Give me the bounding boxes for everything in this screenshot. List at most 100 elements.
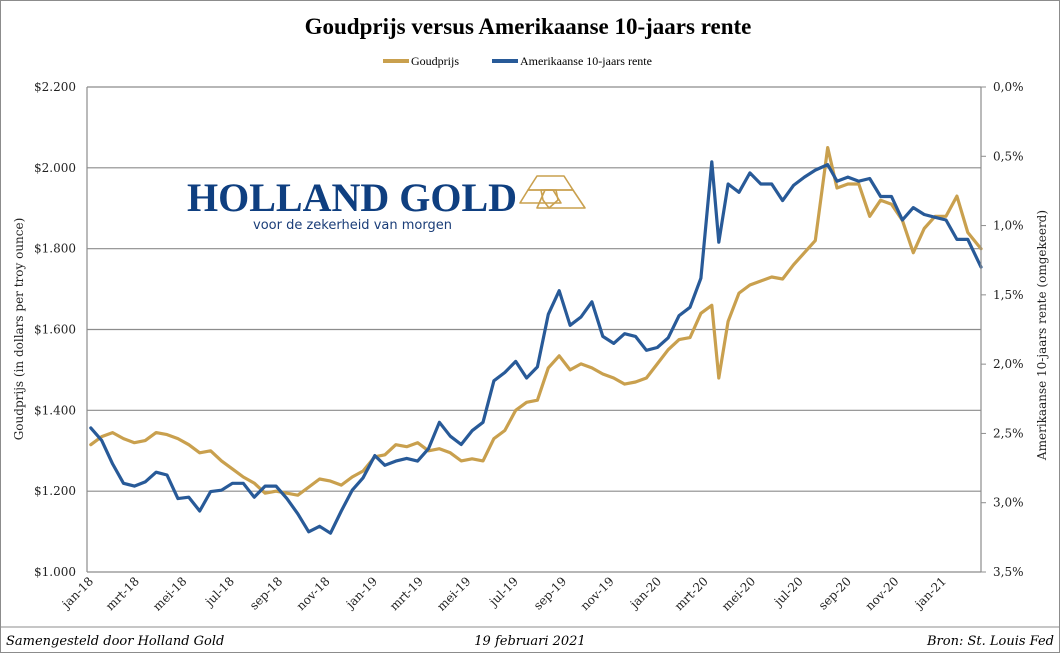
data-point-rente bbox=[297, 513, 299, 515]
data-point-rente bbox=[879, 195, 882, 198]
data-point-rente bbox=[738, 191, 740, 194]
data-point-rente bbox=[427, 447, 430, 450]
data-point-rente bbox=[514, 360, 517, 363]
x-tick-label: jul-20 bbox=[770, 574, 806, 610]
data-point-rente bbox=[525, 377, 528, 379]
data-point-goudprijs bbox=[781, 278, 784, 280]
data-point-rente bbox=[569, 324, 571, 327]
axes bbox=[86, 87, 982, 572]
data-point-rente bbox=[901, 219, 904, 221]
data-point-goudprijs bbox=[198, 452, 201, 454]
data-point-rente bbox=[689, 306, 691, 309]
left-tick-label: $1.800 bbox=[34, 242, 76, 256]
data-point-rente bbox=[580, 316, 582, 318]
data-point-goudprijs bbox=[177, 437, 179, 440]
data-point-rente bbox=[558, 289, 560, 292]
data-point-goudprijs bbox=[416, 441, 419, 444]
data-point-rente bbox=[351, 489, 354, 492]
data-point-goudprijs bbox=[231, 468, 234, 470]
right-tick-label: 2,5% bbox=[993, 426, 1024, 440]
logo-text: HOLLAND GOLD bbox=[187, 175, 517, 220]
data-point-rente bbox=[329, 532, 332, 534]
data-point-rente bbox=[858, 180, 860, 182]
data-point-rente bbox=[90, 427, 92, 429]
data-point-rente bbox=[504, 371, 506, 374]
left-axis-label: Goudprijs (in dollars per troy ounce) bbox=[12, 218, 26, 441]
data-point-goudprijs bbox=[826, 146, 829, 149]
x-tick-label: jan-19 bbox=[342, 574, 380, 612]
data-point-rente bbox=[547, 313, 550, 316]
data-point-rente bbox=[198, 510, 201, 512]
right-tick-label: 3,5% bbox=[993, 565, 1024, 579]
right-tick-label: 2,0% bbox=[993, 357, 1024, 371]
data-point-rente bbox=[634, 335, 637, 338]
data-point-rente bbox=[362, 477, 364, 479]
data-point-rente bbox=[934, 216, 936, 219]
data-point-goudprijs bbox=[133, 441, 136, 444]
right-tick-label: 0,5% bbox=[993, 149, 1024, 163]
data-point-goudprijs bbox=[879, 199, 882, 201]
x-tick-label: nov-18 bbox=[294, 574, 333, 613]
data-point-goudprijs bbox=[591, 367, 593, 369]
legend-label-rente: Amerikaanse 10-jaars rente bbox=[520, 54, 652, 68]
data-point-rente bbox=[449, 435, 452, 438]
data-point-goudprijs bbox=[297, 494, 299, 497]
x-tick-label: sep-20 bbox=[816, 574, 854, 612]
x-tick-label: jul-18 bbox=[201, 574, 237, 610]
data-point-rente bbox=[718, 241, 720, 243]
data-point-rente bbox=[318, 525, 321, 528]
x-tick-label: sep-19 bbox=[531, 574, 569, 612]
x-tick-label: mrt-20 bbox=[672, 574, 711, 613]
data-point-goudprijs bbox=[340, 484, 343, 486]
data-point-rente bbox=[493, 380, 495, 382]
data-point-rente bbox=[890, 195, 893, 198]
data-point-goudprijs bbox=[493, 437, 495, 440]
data-point-rente bbox=[340, 510, 343, 512]
data-point-goudprijs bbox=[847, 183, 849, 185]
data-point-goudprijs bbox=[803, 251, 806, 254]
data-point-goudprijs bbox=[718, 377, 720, 379]
data-point-rente bbox=[275, 485, 277, 487]
data-point-rente bbox=[100, 439, 103, 442]
data-point-goudprijs bbox=[318, 478, 321, 480]
data-point-goudprijs bbox=[122, 437, 125, 440]
data-point-rente bbox=[395, 460, 397, 462]
footer-left: Samengesteld door Holland Gold bbox=[6, 634, 224, 649]
data-point-rente bbox=[416, 460, 419, 462]
data-point-goudprijs bbox=[656, 363, 659, 365]
right-axis-ticks: 0,0% 0,5% 1,0% 1,5% 2,0% 2,5% 3,0% 3,5% bbox=[981, 80, 1024, 579]
data-point-rente bbox=[242, 482, 245, 485]
data-point-rente bbox=[405, 457, 408, 460]
footer-center: 19 februari 2021 bbox=[474, 634, 585, 649]
x-tick-label: mrt-19 bbox=[387, 574, 426, 613]
data-point-goudprijs bbox=[449, 452, 452, 454]
data-point-goudprijs bbox=[264, 492, 266, 495]
data-point-rente bbox=[591, 301, 593, 303]
data-point-goudprijs bbox=[678, 338, 680, 341]
data-point-rente bbox=[836, 180, 838, 182]
data-point-rente bbox=[760, 183, 762, 185]
x-tick-label: nov-20 bbox=[863, 574, 902, 613]
data-point-goudprijs bbox=[307, 486, 310, 488]
data-point-rente bbox=[770, 183, 773, 185]
data-point-goudprijs bbox=[547, 367, 550, 369]
right-tick-label: 0,0% bbox=[993, 80, 1024, 94]
gold-bars-icon bbox=[519, 175, 586, 209]
data-point-goudprijs bbox=[111, 431, 114, 434]
logo-tagline: voor de zekerheid van morgen bbox=[253, 218, 452, 233]
data-point-rente bbox=[177, 497, 179, 500]
x-tick-label: jul-19 bbox=[485, 574, 521, 610]
data-point-goudprijs bbox=[667, 348, 669, 351]
data-point-rente bbox=[111, 463, 114, 465]
data-point-goudprijs bbox=[253, 482, 255, 484]
data-point-rente bbox=[656, 346, 659, 349]
data-point-rente bbox=[220, 489, 223, 492]
legend: Goudprijs Amerikaanse 10-jaars rente bbox=[383, 54, 652, 68]
data-point-goudprijs bbox=[711, 304, 713, 307]
data-point-goudprijs bbox=[727, 320, 729, 323]
data-point-goudprijs bbox=[814, 239, 817, 242]
data-point-goudprijs bbox=[460, 460, 463, 462]
series-layer bbox=[89, 146, 983, 535]
left-axis-ticks: $1.000 $1.200 $1.400 $1.600 $1.800 $2.000 $2.2… bbox=[34, 80, 76, 579]
